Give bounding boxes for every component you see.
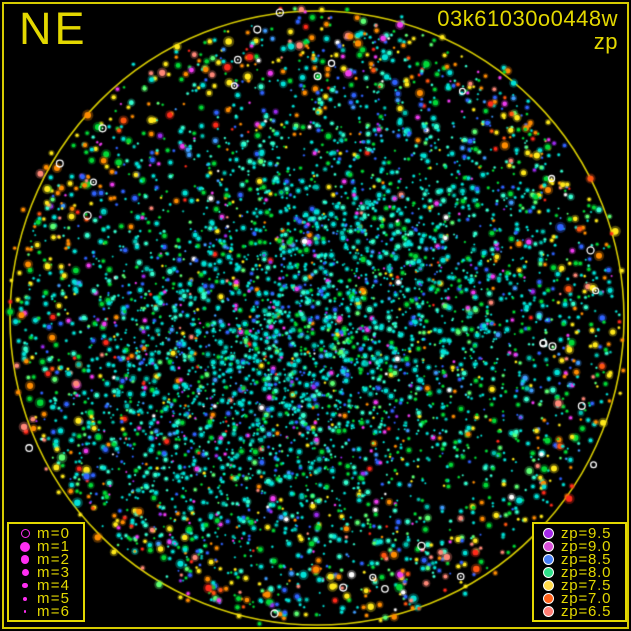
legend-row: zp=9.0 — [538, 538, 622, 555]
legend-row: m=5 — [13, 590, 81, 607]
zeropoint-legend: zp=9.5 zp=9.0 zp=8.5 zp=8.0 zp=7.5 zp=7.0 zp=6… — [532, 522, 627, 622]
magnitude-dot-icon — [20, 555, 30, 564]
legend-marker-cell — [13, 541, 37, 552]
legend-marker-cell — [13, 529, 37, 538]
legend-row: m=3 — [13, 564, 81, 581]
legend-label: m=1 — [37, 538, 71, 555]
magnitude-dot-icon — [22, 582, 28, 589]
legend-marker-cell — [13, 610, 37, 613]
magnitude-dot-icon — [21, 569, 29, 576]
magnitude-open-circle-icon — [20, 529, 30, 538]
legend-marker-cell — [13, 569, 37, 576]
legend-marker-cell — [538, 606, 558, 617]
legend-label: m=4 — [37, 577, 71, 594]
legend-row: m=0 — [13, 525, 81, 542]
plot-subtitle: zp — [593, 29, 618, 54]
zp-color-dot-icon — [542, 554, 554, 565]
legend-row: m=6 — [13, 603, 81, 620]
legend-row: zp=9.5 — [538, 525, 622, 542]
legend-label: zp=6.5 — [561, 603, 612, 620]
orientation-label: NE — [19, 3, 88, 54]
legend-marker-cell — [538, 528, 558, 539]
legend-marker-cell — [538, 580, 558, 591]
legend-label: zp=9.5 — [561, 525, 612, 542]
zp-color-dot-icon — [542, 606, 554, 617]
plot-title: 03k61030o0448w — [437, 6, 618, 31]
legend-marker-cell — [13, 596, 37, 601]
legend-row: m=1 — [13, 538, 81, 555]
legend-marker-cell — [538, 593, 558, 604]
legend-row: zp=6.5 — [538, 603, 622, 620]
legend-marker-cell — [13, 555, 37, 564]
legend-label: m=0 — [37, 525, 71, 542]
legend-label: m=3 — [37, 564, 71, 581]
legend-marker-cell — [538, 554, 558, 565]
legend-label: m=2 — [37, 551, 71, 568]
legend-label: zp=7.0 — [561, 590, 612, 607]
legend-label: zp=8.0 — [561, 564, 612, 581]
zp-color-dot-icon — [542, 593, 554, 604]
magnitude-dot-icon — [23, 610, 27, 613]
legend-row: zp=8.0 — [538, 564, 622, 581]
legend-marker-cell — [538, 541, 558, 552]
legend-label: zp=8.5 — [561, 551, 612, 568]
legend-row: m=2 — [13, 551, 81, 568]
legend-label: m=5 — [37, 590, 71, 607]
legend-label: m=6 — [37, 603, 71, 620]
zp-color-dot-icon — [542, 567, 554, 578]
legend-marker-cell — [538, 567, 558, 578]
title-block: 03k61030o0448w zp — [437, 6, 618, 54]
legend-row: m=4 — [13, 577, 81, 594]
magnitude-dot-icon — [23, 596, 27, 601]
magnitude-dot-icon — [20, 541, 30, 552]
legend-marker-cell — [13, 582, 37, 589]
zp-color-dot-icon — [542, 528, 554, 539]
legend-row: zp=7.0 — [538, 590, 622, 607]
legend-label: zp=9.0 — [561, 538, 612, 555]
legend-label: zp=7.5 — [561, 577, 612, 594]
legend-row: zp=7.5 — [538, 577, 622, 594]
legend-row: zp=8.5 — [538, 551, 622, 568]
zp-color-dot-icon — [542, 541, 554, 552]
zp-color-dot-icon — [542, 580, 554, 591]
magnitude-legend: m=0 m=1 m=2 m=3 m=4 m=5 m=6 — [7, 522, 85, 622]
